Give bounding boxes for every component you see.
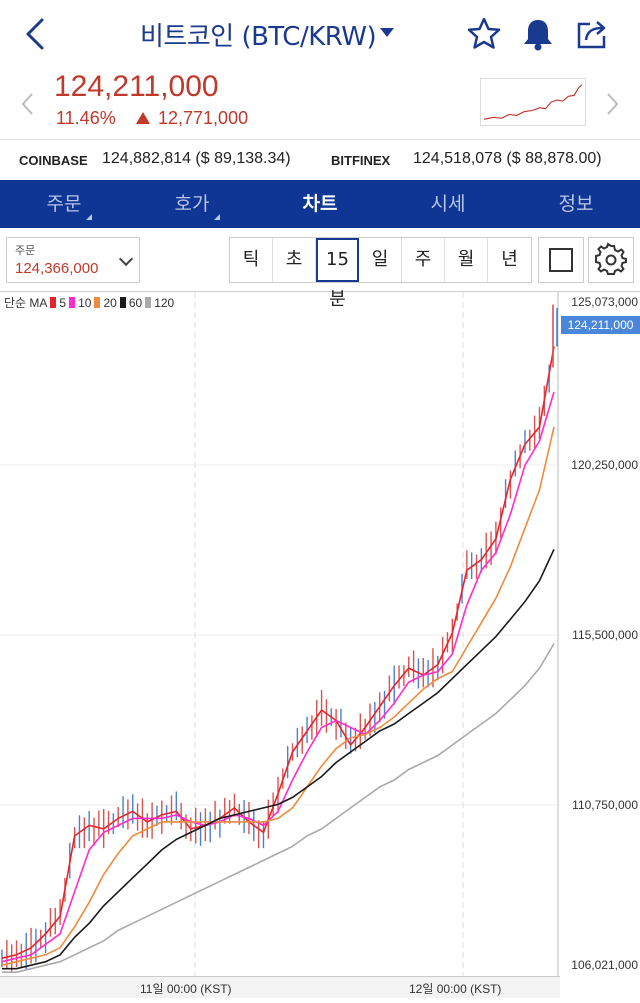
tab-bar: 주문 호가 차트 시세 정보 xyxy=(0,180,640,228)
caret-down-icon[interactable] xyxy=(380,28,394,37)
timeframe-second-button[interactable]: 초 xyxy=(273,238,316,282)
y-tick-label: 120,250,000 xyxy=(571,458,638,472)
tab-chart[interactable]: 차트 xyxy=(256,180,384,228)
y-tick-label: 125,073,000 xyxy=(571,295,638,309)
legend-prefix: 단순 MA xyxy=(4,296,48,310)
exchange-name: COINBASE xyxy=(19,153,88,168)
x-axis: 11일 00:00 (KST) 12일 00:00 (KST) xyxy=(0,976,560,998)
tab-label: 정보 xyxy=(558,193,594,215)
timeframe-week-button[interactable]: 주 xyxy=(402,238,445,282)
header-bar: 비트코인 (BTC/KRW) xyxy=(0,0,640,70)
current-price: 124,211,000 xyxy=(54,70,219,103)
settings-button[interactable] xyxy=(588,237,634,283)
fullscreen-button[interactable] xyxy=(538,237,584,283)
exchange-name: BITFINEX xyxy=(331,153,391,168)
up-triangle-icon xyxy=(136,112,150,124)
ma-line-5 xyxy=(1,346,555,959)
timeframe-year-button[interactable]: 년 xyxy=(488,238,531,282)
exchange-value: 124,882,814 ($ 89,138.34) xyxy=(102,150,291,167)
legend-swatch xyxy=(50,297,57,308)
tab-label: 차트 xyxy=(302,193,338,215)
legend-label: 20 xyxy=(103,295,117,310)
bell-icon[interactable] xyxy=(520,16,556,52)
back-chevron-icon[interactable] xyxy=(18,14,54,54)
legend-swatch xyxy=(145,297,152,308)
exchange-prices: COINBASE 124,882,814 ($ 89,138.34) BITFI… xyxy=(0,139,640,179)
order-value: 124,366,000 xyxy=(15,260,99,277)
tab-info[interactable]: 정보 xyxy=(512,180,640,228)
y-tick-label: 106,021,000 xyxy=(571,958,638,972)
ma-line-20 xyxy=(1,426,555,966)
legend-swatch xyxy=(119,297,126,308)
ma-line-60 xyxy=(2,548,555,970)
timeframe-selector: 틱 초 15분 일 주 월 년 xyxy=(229,237,532,310)
price-panel: 124,211,000 11.46% 12,771,000 xyxy=(0,70,640,138)
legend-label: 60 xyxy=(128,295,143,310)
tab-orderbook[interactable]: 호가 xyxy=(128,180,256,228)
gear-icon xyxy=(595,242,627,275)
legend-label: 120 xyxy=(154,295,175,310)
legend-swatch xyxy=(69,297,76,308)
star-icon[interactable] xyxy=(466,16,502,52)
share-icon[interactable] xyxy=(574,16,610,52)
timeframe-15min-button[interactable]: 15분 xyxy=(316,238,359,310)
tab-quotes[interactable]: 시세 xyxy=(384,180,512,228)
x-tick-label: 11일 00:00 (KST) xyxy=(140,982,232,996)
chevron-down-icon xyxy=(118,251,134,267)
x-tick-label: 12일 00:00 (KST) xyxy=(409,982,502,996)
tab-order[interactable]: 주문 xyxy=(0,180,128,228)
current-price-tag: 124,211,000 xyxy=(561,316,640,334)
exchange-value: 124,518,078 ($ 88,878.00) xyxy=(413,150,602,167)
legend-label: 10 xyxy=(78,295,92,310)
legend-swatch xyxy=(94,297,101,308)
page-title[interactable]: 비트코인 (BTC/KRW) xyxy=(140,22,377,52)
square-icon xyxy=(549,248,573,272)
next-chevron-icon[interactable] xyxy=(602,90,622,118)
ma-legend: 단순 MA 5 10 20 60 120 xyxy=(4,294,174,311)
chart-canvas[interactable] xyxy=(0,292,640,982)
corner-indicator-icon xyxy=(86,214,92,220)
timeframe-day-button[interactable]: 일 xyxy=(359,238,402,282)
tab-label: 주문 xyxy=(46,193,82,215)
change-amount: 12,771,000 xyxy=(158,108,249,128)
timeframe-tick-button[interactable]: 틱 xyxy=(230,238,273,282)
y-tick-label: 115,500,000 xyxy=(572,628,638,642)
ma-line-10 xyxy=(1,391,555,963)
bottom-strip xyxy=(0,998,640,1003)
prev-chevron-icon[interactable] xyxy=(18,90,38,118)
legend-label: 5 xyxy=(59,295,67,310)
corner-indicator-icon xyxy=(214,214,220,220)
chart-toolbar: 주문 124,366,000 틱 초 15분 일 주 월 년 xyxy=(0,228,640,310)
y-tick-label: 110,750,000 xyxy=(572,798,638,812)
tab-label: 호가 xyxy=(174,193,210,215)
price-chart[interactable]: 단순 MA 5 10 20 60 120 125,073,000 124,211… xyxy=(0,292,640,982)
tab-label: 시세 xyxy=(430,193,466,215)
sparkline-chart[interactable] xyxy=(480,78,586,126)
timeframe-month-button[interactable]: 월 xyxy=(445,238,488,282)
change-percent: 11.46% xyxy=(56,108,116,128)
order-label: 주문 xyxy=(15,244,36,257)
ma-line-120 xyxy=(2,643,555,974)
order-price-select[interactable]: 주문 124,366,000 xyxy=(6,237,140,283)
